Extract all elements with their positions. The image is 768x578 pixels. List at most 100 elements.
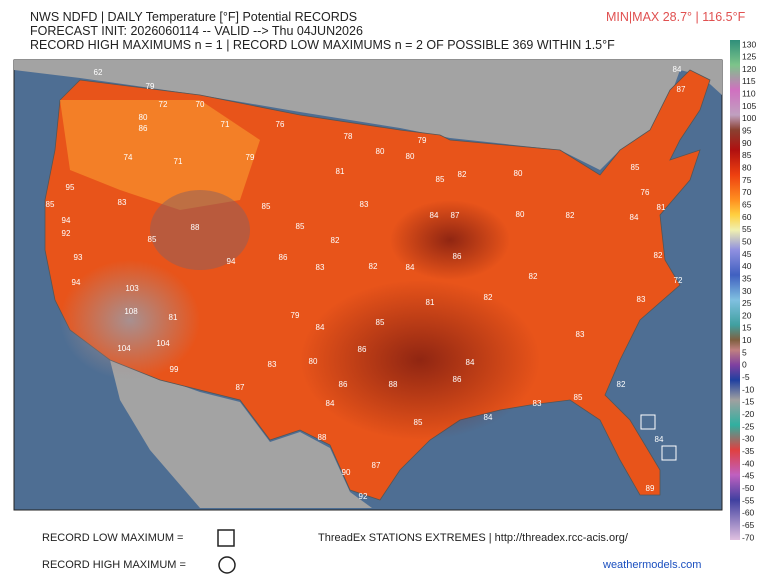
station-value: 92 (62, 229, 71, 238)
station-value: 82 (529, 272, 538, 281)
station-value: 83 (268, 360, 277, 369)
colorbar-label: 25 (742, 298, 752, 308)
min-max: MIN|MAX 28.7° | 116.5°F (606, 10, 746, 24)
station-value: 87 (451, 211, 460, 220)
station-value: 83 (576, 330, 585, 339)
station-value: 80 (406, 152, 415, 161)
station-value: 72 (159, 100, 168, 109)
colorbar-label: 30 (742, 286, 752, 296)
colorbar-label: -45 (742, 471, 755, 481)
colorbar-label: -25 (742, 421, 755, 431)
station-value: 84 (655, 435, 664, 444)
station-value: 76 (641, 188, 650, 197)
colorbar-label: 40 (742, 261, 752, 271)
legend-high: RECORD HIGH MAXIMUM = (42, 559, 186, 571)
station-value: 85 (631, 163, 640, 172)
station-value: 84 (430, 211, 439, 220)
station-value: 95 (66, 183, 75, 192)
station-value: 80 (516, 210, 525, 219)
station-value: 87 (677, 85, 686, 94)
station-value: 88 (389, 380, 398, 389)
station-value: 79 (146, 82, 155, 91)
record-low-box (640, 414, 656, 430)
colorbar (730, 40, 740, 540)
station-value: 88 (318, 433, 327, 442)
circle-symbol (218, 556, 236, 574)
colorbar-label: -10 (742, 384, 755, 394)
station-value: 81 (336, 167, 345, 176)
station-value: 86 (453, 252, 462, 261)
colorbar-label: 65 (742, 199, 752, 209)
station-value: 76 (276, 120, 285, 129)
station-value: 85 (262, 202, 271, 211)
colorbar-label: -35 (742, 446, 755, 456)
station-value: 104 (156, 339, 170, 348)
station-value: 88 (191, 223, 200, 232)
colorbar-label: 35 (742, 273, 752, 283)
cool-northwest (60, 100, 260, 210)
station-value: 84 (484, 413, 493, 422)
station-value: 84 (673, 65, 682, 74)
station-value: 84 (406, 263, 415, 272)
colorbar-label: 85 (742, 150, 752, 160)
square-symbol (217, 529, 235, 547)
hot-basin (150, 190, 250, 270)
colorbar-label: 110 (742, 89, 756, 99)
colorbar-label: -40 (742, 458, 755, 468)
station-value: 78 (344, 132, 353, 141)
legend-low: RECORD LOW MAXIMUM = (42, 532, 183, 544)
station-value: 83 (316, 263, 325, 272)
station-value: 99 (170, 365, 179, 374)
station-value: 83 (118, 198, 127, 207)
record-low-box (661, 445, 677, 461)
colorbar-label: -5 (742, 372, 750, 382)
colorbar-label: 15 (742, 323, 752, 333)
colorbar-label: 80 (742, 163, 752, 173)
station-value: 82 (458, 170, 467, 179)
station-value: 86 (139, 124, 148, 133)
station-value: 86 (279, 253, 288, 262)
station-value: 84 (316, 323, 325, 332)
colorbar-label: 125 (742, 52, 756, 62)
colorbar-label: 90 (742, 138, 752, 148)
station-value: 83 (637, 295, 646, 304)
canada (14, 60, 722, 170)
station-value: 82 (566, 211, 575, 220)
colorbar-label: 5 (742, 347, 747, 357)
station-value: 86 (358, 345, 367, 354)
colorbar-label: -15 (742, 397, 755, 407)
station-value: 82 (617, 380, 626, 389)
station-value: 81 (426, 298, 435, 307)
station-value: 94 (72, 278, 81, 287)
station-value: 84 (326, 399, 335, 408)
station-value: 71 (221, 120, 230, 129)
station-value: 79 (246, 153, 255, 162)
colorbar-label: 100 (742, 113, 756, 123)
colorbar-label: 130 (742, 39, 756, 49)
station-value: 103 (125, 284, 139, 293)
station-value: 83 (360, 200, 369, 209)
station-value: 79 (291, 311, 300, 320)
colorbar-label: 120 (742, 64, 756, 74)
station-value: 104 (117, 344, 131, 353)
station-value: 82 (331, 236, 340, 245)
station-value: 85 (296, 222, 305, 231)
mexico (110, 360, 372, 508)
station-value: 83 (533, 399, 542, 408)
station-value: 70 (196, 100, 205, 109)
station-value: 71 (174, 157, 183, 166)
station-value: 80 (376, 147, 385, 156)
station-value: 81 (657, 203, 666, 212)
station-value: 85 (46, 200, 55, 209)
colorbar-label: -20 (742, 409, 755, 419)
station-value: 82 (484, 293, 493, 302)
hot-midwest (390, 200, 510, 280)
station-value: 85 (376, 318, 385, 327)
colorbar-label: -70 (742, 532, 755, 542)
station-value: 85 (574, 393, 583, 402)
station-value: 94 (62, 216, 71, 225)
title: NWS NDFD | DAILY Temperature [°F] Potent… (30, 10, 358, 24)
colorbar-label: 45 (742, 249, 752, 259)
